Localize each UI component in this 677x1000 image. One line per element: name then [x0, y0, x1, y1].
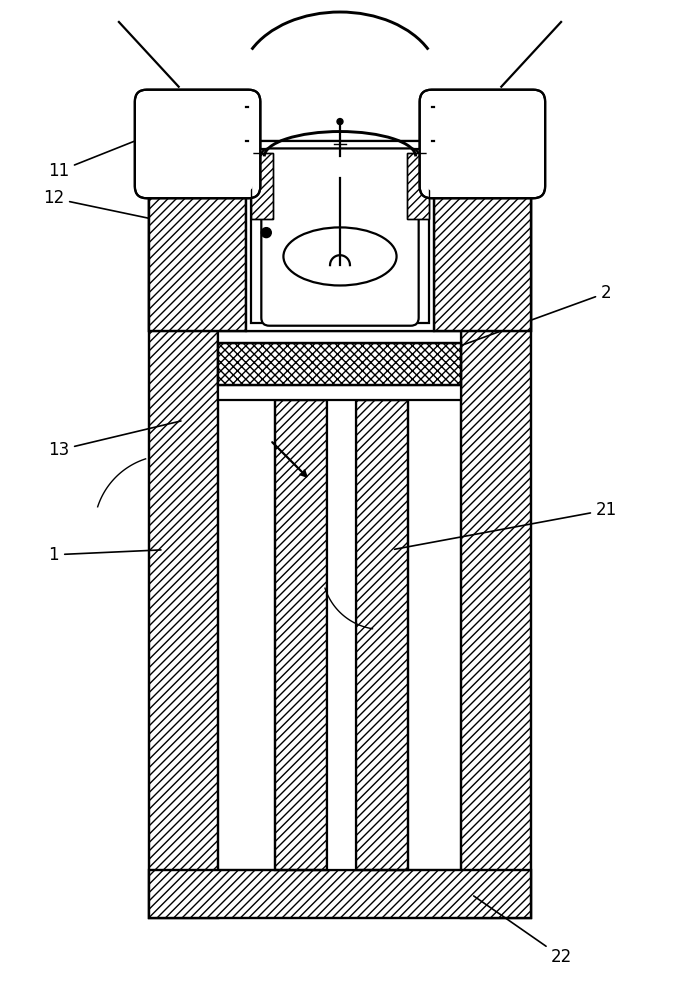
FancyBboxPatch shape: [261, 148, 418, 326]
Text: 22: 22: [474, 896, 572, 966]
Bar: [276, 400, 327, 870]
Circle shape: [261, 228, 271, 238]
Text: 1: 1: [49, 546, 161, 564]
Bar: [251, 153, 274, 219]
Bar: [149, 141, 246, 331]
Bar: [251, 153, 274, 219]
Bar: [149, 102, 219, 918]
Bar: [149, 870, 531, 918]
Bar: [219, 385, 462, 400]
Bar: [462, 102, 531, 918]
Bar: [149, 870, 531, 918]
Circle shape: [337, 119, 343, 125]
Bar: [219, 343, 462, 385]
Bar: [407, 153, 429, 219]
FancyBboxPatch shape: [135, 90, 261, 198]
Ellipse shape: [284, 227, 397, 285]
Bar: [356, 400, 408, 870]
Bar: [149, 141, 246, 331]
Text: 12: 12: [43, 189, 186, 226]
Bar: [327, 400, 356, 870]
FancyBboxPatch shape: [141, 97, 253, 191]
Text: 2: 2: [444, 284, 611, 352]
FancyBboxPatch shape: [420, 90, 545, 198]
Bar: [407, 153, 429, 219]
Bar: [149, 102, 219, 918]
Bar: [149, 141, 531, 331]
Bar: [219, 331, 462, 343]
Bar: [251, 149, 429, 323]
Text: 13: 13: [48, 421, 181, 459]
Bar: [356, 400, 408, 870]
Bar: [219, 343, 462, 385]
Bar: [433, 141, 531, 331]
Bar: [276, 400, 327, 870]
Bar: [246, 141, 433, 331]
Text: 11: 11: [48, 133, 156, 180]
Bar: [462, 102, 531, 918]
Bar: [433, 141, 531, 331]
FancyBboxPatch shape: [427, 97, 538, 191]
Text: 21: 21: [395, 501, 617, 549]
